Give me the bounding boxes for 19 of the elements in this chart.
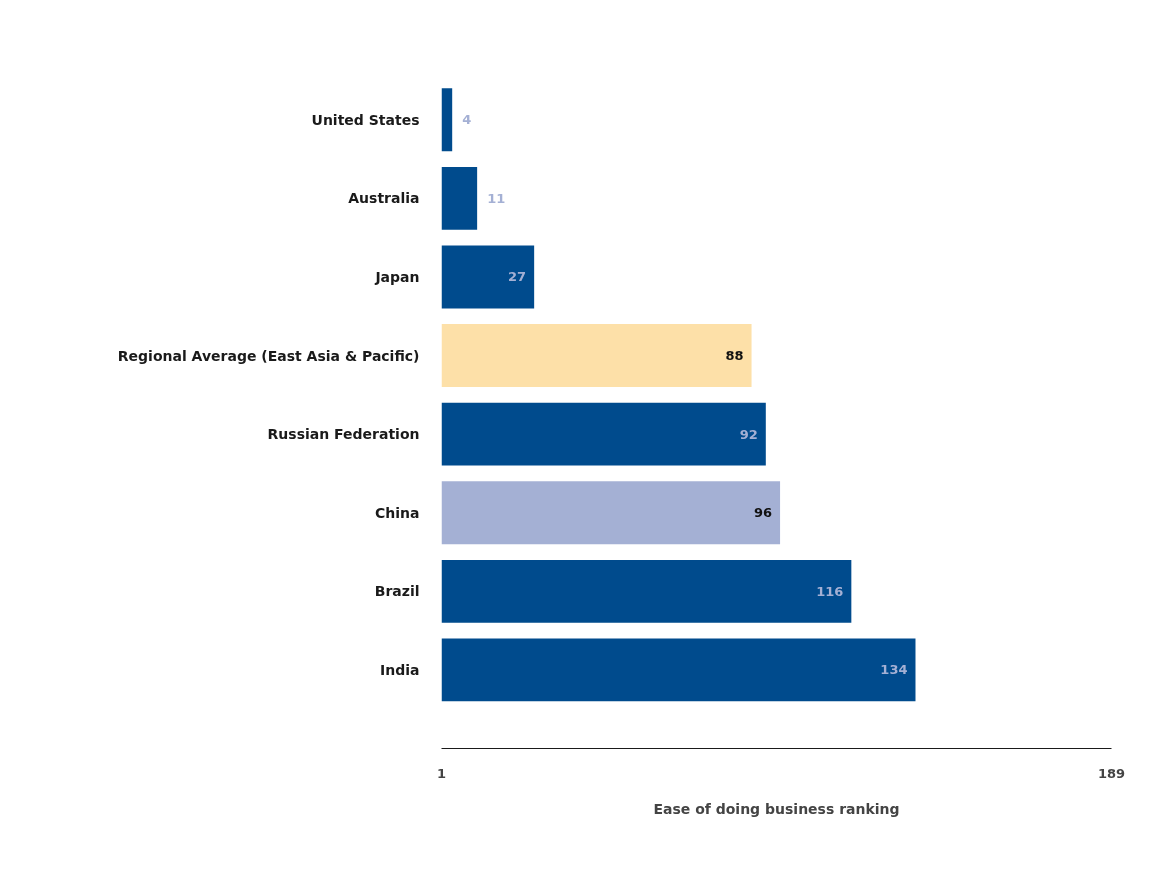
data-label: 88 [725, 348, 744, 364]
x-tick-label: 189 [1097, 765, 1126, 781]
y-tick-label: Australia [348, 190, 420, 207]
data-label: 134 [880, 662, 908, 678]
data-label: 96 [753, 505, 773, 521]
x-tick-label: 1 [436, 765, 447, 781]
y-tick-label: India [380, 661, 420, 678]
data-label: 116 [816, 583, 844, 599]
y-tick-label: Russian Federation [267, 426, 420, 443]
y-tick-label: Regional Average (East Asia & Pacific) [117, 347, 420, 364]
y-tick-label: Japan [374, 268, 420, 285]
data-label: 4 [462, 112, 472, 128]
y-tick-label: United States [311, 111, 420, 128]
data-label: 11 [487, 190, 506, 206]
data-label: 92 [739, 426, 758, 442]
data-label: 27 [508, 269, 527, 285]
x-axis-title: Ease of doing business ranking [653, 800, 900, 817]
y-tick-label: Brazil [374, 583, 420, 600]
y-tick-label: China [375, 504, 420, 521]
